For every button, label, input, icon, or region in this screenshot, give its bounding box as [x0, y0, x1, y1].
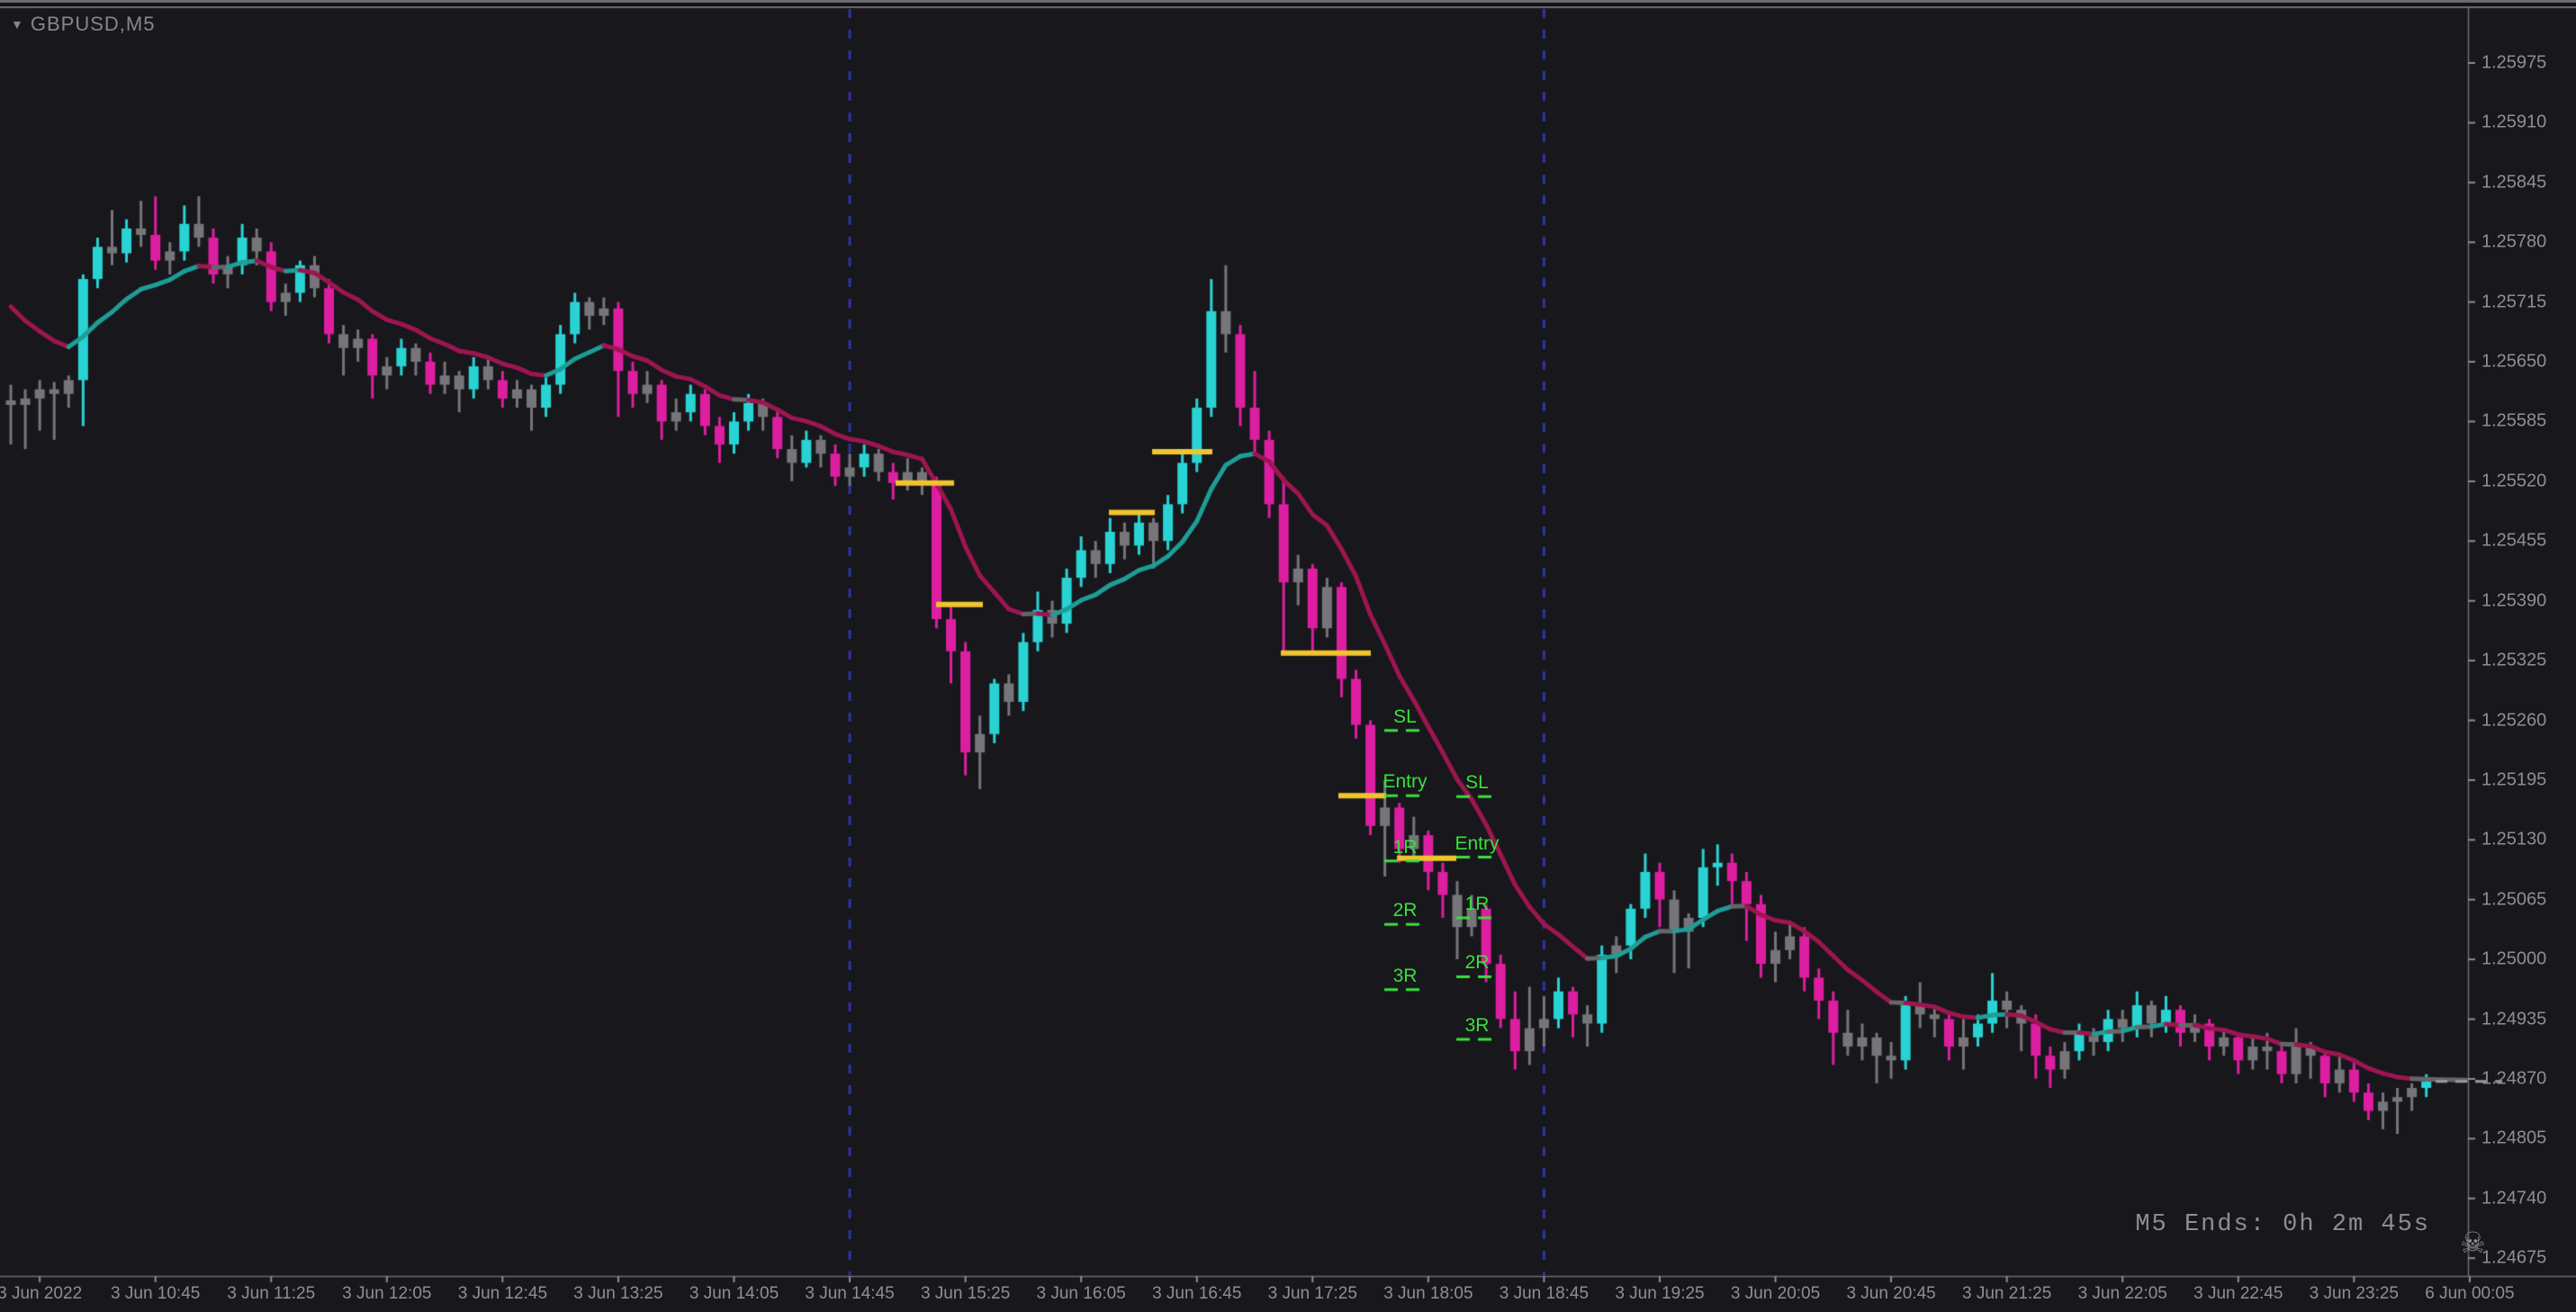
skull-icon: ☠ [2460, 1227, 2486, 1259]
chevron-down-icon[interactable]: ▼ [11, 17, 23, 31]
candle-timer-label: M5 Ends: 0h 2m 45s [2135, 1211, 2430, 1238]
symbol-row: ▼ GBPUSD,M5 [11, 13, 155, 36]
symbol-label: GBPUSD,M5 [30, 13, 156, 35]
